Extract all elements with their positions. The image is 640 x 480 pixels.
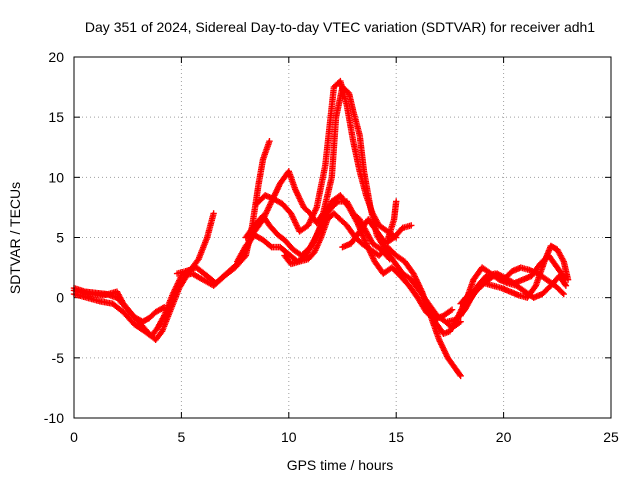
axis-ticks: 0 5 10 15 20 25 -10 -5 0 5 10 15 20	[44, 49, 619, 445]
y-tick-label: 15	[48, 109, 64, 125]
data-point-interp	[447, 307, 454, 314]
series-track-14	[457, 252, 570, 307]
x-tick-label: 15	[388, 429, 404, 445]
series-track-3	[70, 287, 168, 325]
data-point-interp	[561, 275, 569, 282]
data-point	[562, 282, 570, 289]
data-point	[457, 372, 464, 380]
data-point-interp	[559, 289, 566, 297]
x-axis-label: GPS time / hours	[287, 457, 394, 473]
chart-title: Day 351 of 2024, Sidereal Day-to-day VTE…	[85, 19, 595, 35]
data-point	[448, 306, 456, 313]
data-point-interp	[159, 304, 166, 312]
plot-frame	[73, 56, 612, 419]
data-point	[386, 255, 393, 263]
data-point	[210, 210, 217, 217]
series-track-9	[339, 216, 415, 251]
y-tick-label: -5	[52, 350, 65, 366]
data-point	[457, 318, 464, 325]
y-tick-label: 0	[56, 290, 64, 306]
data-point	[393, 198, 400, 205]
data-point	[560, 290, 567, 298]
data-series	[70, 77, 572, 380]
data-point-interp	[456, 371, 463, 378]
data-point-interp	[385, 254, 392, 262]
data-point	[266, 138, 273, 145]
x-tick-label: 25	[603, 429, 619, 445]
y-tick-label: -10	[44, 410, 64, 426]
y-tick-label: 10	[48, 169, 64, 185]
x-tick-label: 10	[281, 429, 297, 445]
y-axis-label: SDTVAR / TECUs	[7, 182, 23, 294]
x-tick-label: 20	[496, 429, 512, 445]
data-point-interp	[561, 281, 569, 288]
data-point-interp	[456, 319, 463, 326]
data-point-interp	[267, 242, 274, 250]
y-tick-label: 5	[56, 230, 64, 246]
y-tick-label: 20	[48, 49, 64, 65]
data-point	[161, 304, 168, 311]
x-tick-label: 5	[178, 429, 186, 445]
data-point	[562, 276, 570, 283]
series-track-7	[253, 77, 400, 241]
series-track-10	[384, 198, 400, 244]
data-point	[408, 222, 415, 229]
x-tick-label: 0	[70, 429, 78, 445]
